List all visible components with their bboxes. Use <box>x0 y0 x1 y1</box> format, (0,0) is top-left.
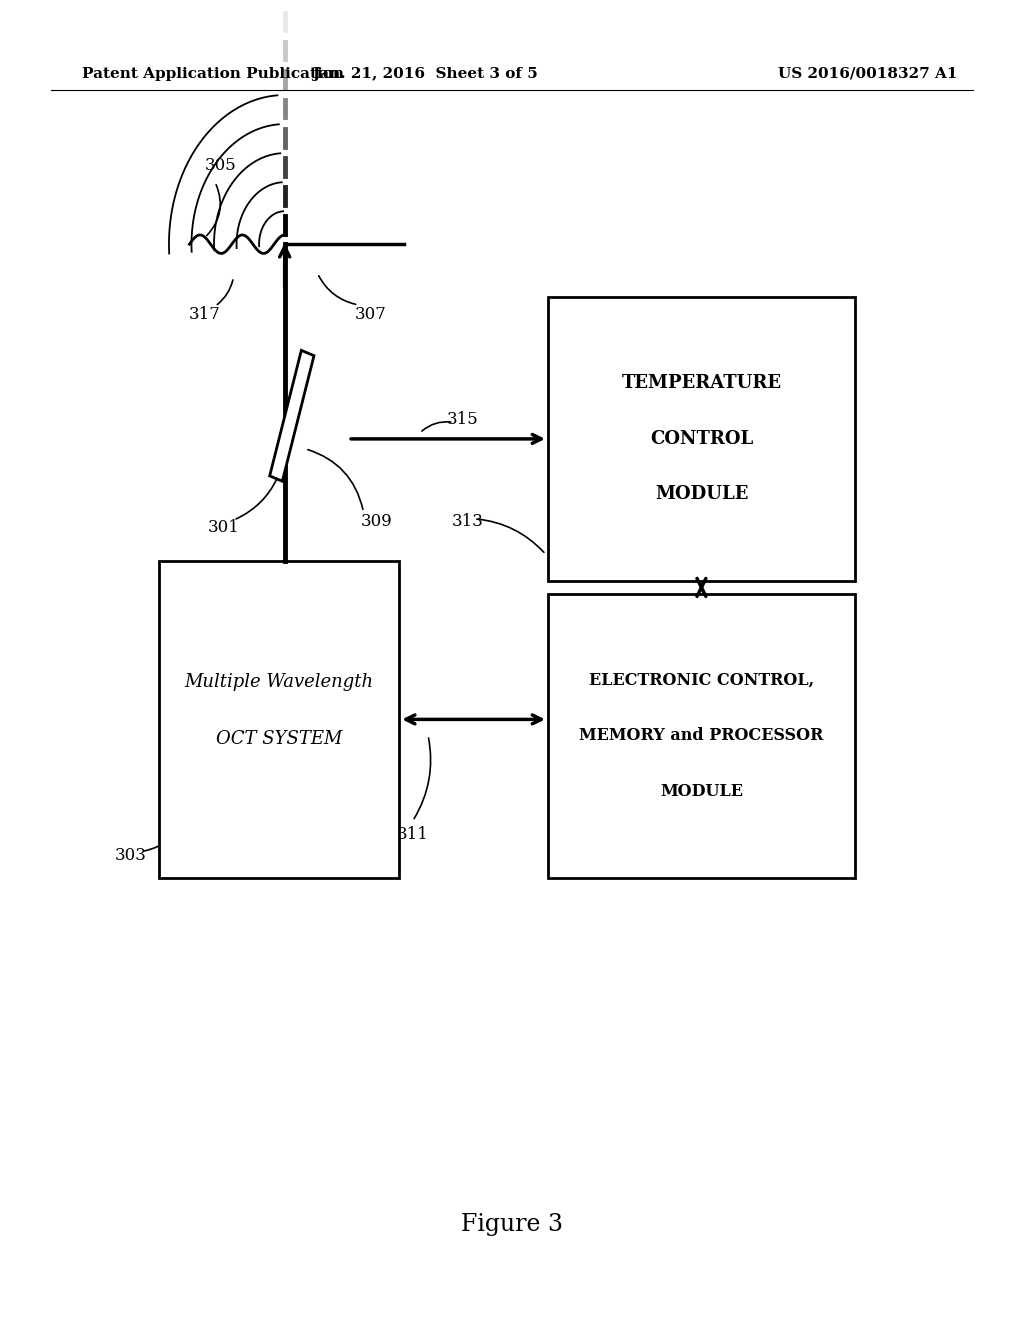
Text: 317: 317 <box>188 306 221 322</box>
Text: Figure 3: Figure 3 <box>461 1213 563 1237</box>
Text: Jan. 21, 2016  Sheet 3 of 5: Jan. 21, 2016 Sheet 3 of 5 <box>312 67 538 81</box>
Text: TEMPERATURE: TEMPERATURE <box>622 375 781 392</box>
Text: 307: 307 <box>354 306 387 322</box>
Polygon shape <box>269 350 314 482</box>
Text: OCT SYSTEM: OCT SYSTEM <box>216 730 342 748</box>
Text: Multiple Wavelength: Multiple Wavelength <box>184 673 374 692</box>
Bar <box>548 297 855 581</box>
Text: US 2016/0018327 A1: US 2016/0018327 A1 <box>778 67 957 81</box>
Text: ELECTRONIC CONTROL,: ELECTRONIC CONTROL, <box>589 672 814 689</box>
Text: 315: 315 <box>446 412 479 428</box>
Bar <box>548 594 855 878</box>
Text: 313: 313 <box>452 513 484 529</box>
Text: MEMORY and PROCESSOR: MEMORY and PROCESSOR <box>580 727 823 744</box>
Text: 301: 301 <box>207 520 240 536</box>
Text: MODULE: MODULE <box>654 486 749 503</box>
Text: 305: 305 <box>204 157 237 173</box>
Text: 309: 309 <box>360 513 393 529</box>
Text: Patent Application Publication: Patent Application Publication <box>82 67 344 81</box>
Text: 311: 311 <box>396 826 429 842</box>
Bar <box>159 561 399 878</box>
Text: CONTROL: CONTROL <box>650 430 753 447</box>
Text: MODULE: MODULE <box>659 783 743 800</box>
Text: 303: 303 <box>115 847 147 863</box>
